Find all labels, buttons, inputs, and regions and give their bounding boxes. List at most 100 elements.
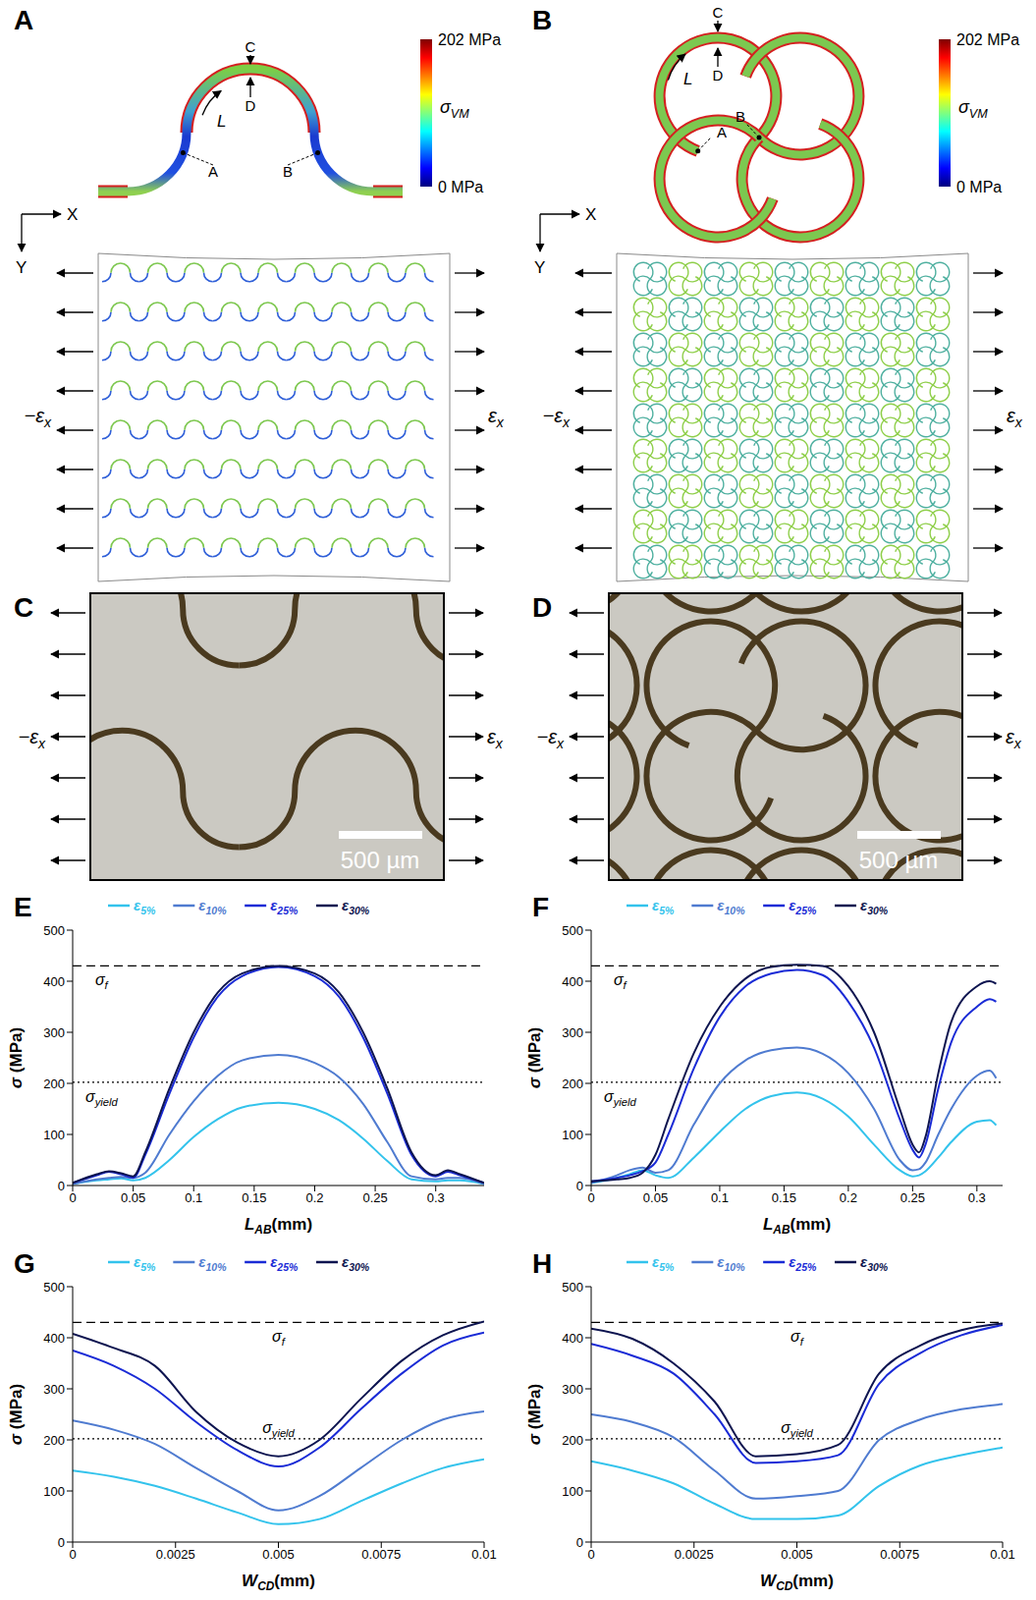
svg-text:0.0025: 0.0025 [156,1546,196,1562]
svg-text:D: D [712,66,724,84]
svg-text:0 MPa: 0 MPa [956,178,1002,196]
svg-text:WCD(mm): WCD(mm) [241,1571,316,1593]
svg-text:300: 300 [43,1381,65,1397]
svg-text:D: D [532,592,552,623]
svg-text:σ (MPa): σ (MPa) [525,1027,545,1089]
svg-text:300: 300 [43,1025,65,1040]
svg-text:A: A [716,123,727,141]
svg-text:σVM: σVM [958,97,988,121]
svg-text:0.2: 0.2 [305,1190,324,1205]
svg-text:0: 0 [57,1534,65,1550]
svg-text:0.0075: 0.0075 [879,1546,920,1562]
svg-text:0.15: 0.15 [241,1190,267,1205]
svg-text:0.01: 0.01 [471,1546,496,1562]
svg-text:500: 500 [43,923,65,938]
svg-text:σf: σf [613,971,629,991]
svg-text:σyield: σyield [780,1418,814,1439]
svg-text:200: 200 [43,1076,65,1091]
svg-text:400: 400 [561,1330,584,1346]
svg-text:400: 400 [43,1330,65,1346]
svg-text:ε25%: ε25% [788,1253,818,1273]
svg-text:ε25%: ε25% [270,896,299,917]
svg-text:σf: σf [790,1327,806,1348]
svg-text:F: F [532,891,549,923]
svg-text:LAB(mm): LAB(mm) [763,1214,831,1237]
svg-text:0 MPa: 0 MPa [437,178,484,196]
svg-text:0.005: 0.005 [780,1546,814,1562]
svg-text:200: 200 [561,1076,584,1091]
svg-text:0.05: 0.05 [643,1190,668,1205]
svg-text:ε30%: ε30% [341,896,371,917]
svg-text:0.0025: 0.0025 [674,1546,714,1562]
svg-text:300: 300 [561,1025,584,1040]
svg-text:500 µm: 500 µm [859,846,939,873]
svg-text:X: X [585,205,597,224]
svg-text:H: H [532,1248,552,1279]
svg-text:B: B [282,163,293,180]
svg-text:εx: εx [1006,404,1024,431]
svg-text:A: A [13,4,34,36]
svg-text:0.3: 0.3 [968,1190,986,1205]
svg-text:L: L [683,69,693,89]
svg-text:500 µm: 500 µm [340,846,421,873]
svg-text:0.25: 0.25 [900,1190,926,1205]
svg-text:ε5%: ε5% [133,1253,157,1273]
svg-text:200: 200 [561,1432,584,1448]
svg-text:0: 0 [576,1178,584,1194]
svg-text:100: 100 [561,1127,584,1143]
svg-text:ε5%: ε5% [652,1253,675,1273]
svg-text:ε30%: ε30% [860,1253,889,1273]
svg-text:0: 0 [57,1178,65,1194]
svg-text:L: L [217,111,226,131]
svg-text:100: 100 [561,1483,584,1499]
svg-text:εx: εx [1005,725,1023,752]
svg-text:0.0075: 0.0075 [361,1546,401,1562]
svg-text:εx: εx [487,725,504,752]
svg-text:Y: Y [534,258,546,277]
svg-text:−εx: −εx [24,404,53,431]
svg-text:σ (MPa): σ (MPa) [6,1383,26,1445]
svg-text:σf: σf [272,1327,287,1348]
svg-text:ε10%: ε10% [198,1253,227,1273]
svg-text:σ (MPa): σ (MPa) [525,1383,545,1445]
svg-text:0.1: 0.1 [184,1190,203,1205]
svg-text:0.2: 0.2 [839,1190,858,1205]
svg-text:ε5%: ε5% [652,896,675,917]
svg-text:100: 100 [43,1127,65,1143]
svg-text:ε25%: ε25% [788,896,818,917]
svg-text:500: 500 [43,1279,65,1295]
svg-text:−εx: −εx [18,725,47,752]
svg-text:εx: εx [488,404,505,431]
svg-text:0: 0 [587,1546,595,1562]
svg-text:σf: σf [95,971,110,991]
svg-text:ε30%: ε30% [860,896,889,917]
svg-text:0.01: 0.01 [989,1546,1015,1562]
svg-text:B: B [735,108,746,125]
svg-text:0.25: 0.25 [362,1190,387,1205]
svg-text:ε25%: ε25% [270,1253,299,1273]
svg-text:C: C [712,3,724,21]
svg-text:0: 0 [576,1534,584,1550]
svg-text:0: 0 [587,1190,595,1205]
svg-text:400: 400 [561,974,584,989]
svg-text:C: C [13,592,34,623]
svg-text:0.3: 0.3 [427,1190,445,1205]
svg-text:0: 0 [68,1546,76,1562]
svg-text:LAB(mm): LAB(mm) [244,1214,313,1237]
svg-text:ε30%: ε30% [341,1253,371,1273]
svg-text:σyield: σyield [262,1418,295,1439]
svg-text:ε10%: ε10% [716,1253,746,1273]
svg-text:300: 300 [561,1381,584,1397]
svg-text:E: E [13,891,33,923]
svg-text:G: G [13,1248,36,1279]
svg-text:ε10%: ε10% [716,896,746,917]
svg-text:−εx: −εx [537,725,565,752]
svg-text:X: X [66,205,78,224]
svg-text:0.05: 0.05 [120,1190,146,1205]
svg-text:σ (MPa): σ (MPa) [6,1027,26,1089]
svg-text:A: A [208,163,219,180]
svg-text:0.1: 0.1 [710,1190,729,1205]
svg-text:400: 400 [43,974,65,989]
svg-text:202 MPa: 202 MPa [956,31,1020,49]
svg-text:0.15: 0.15 [771,1190,797,1205]
